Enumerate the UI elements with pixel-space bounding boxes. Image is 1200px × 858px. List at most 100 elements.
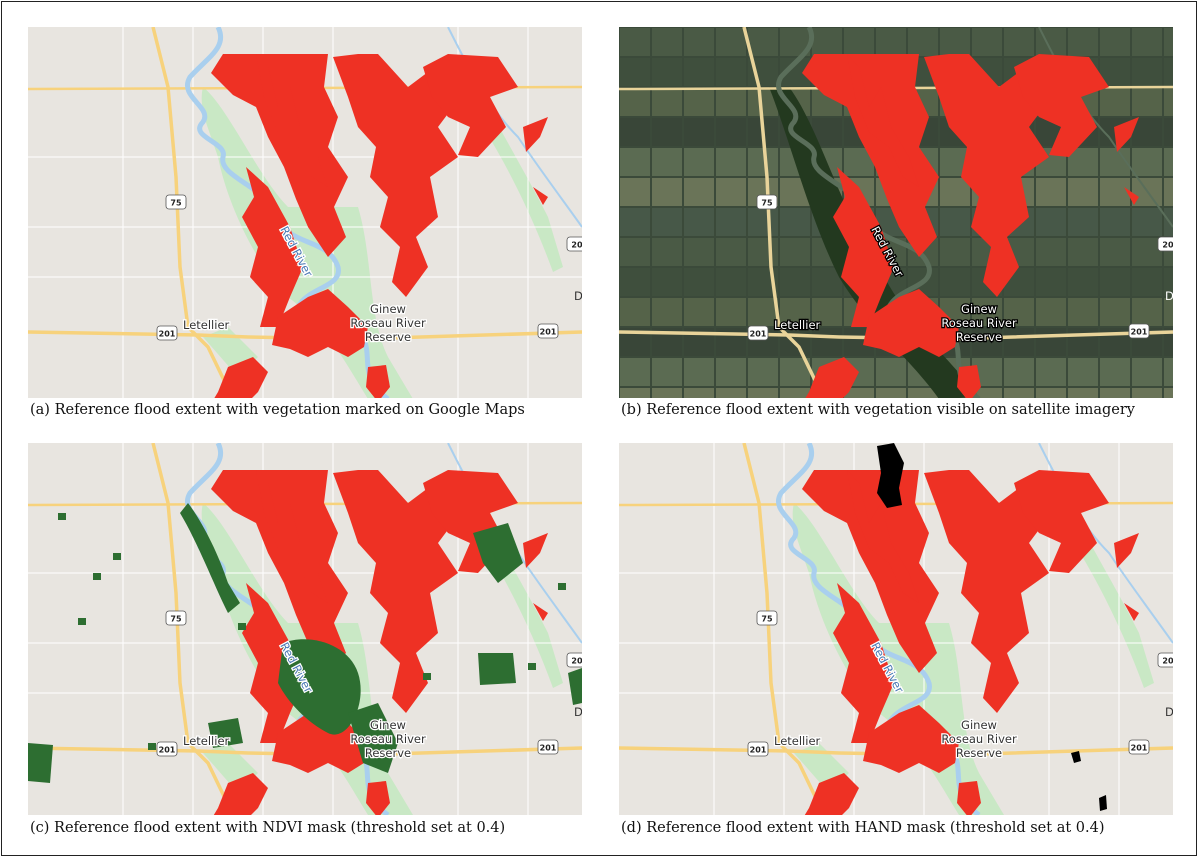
field-patch: [620, 88, 650, 116]
field-patch: [1164, 118, 1173, 146]
field-patch: [620, 208, 650, 236]
field-patch: [716, 238, 746, 266]
field-patch: [780, 268, 810, 296]
field-patch: [1164, 58, 1173, 86]
highway-201-shield-east: 201: [1128, 739, 1150, 755]
place-label-reserve: Reserve: [956, 330, 1002, 344]
map-google-maps[interactable]: Letellier Ginew Roseau River Reserve Red Riv…: [28, 27, 582, 398]
field-patch: [748, 358, 778, 386]
place-label-letellier: Letellier: [183, 734, 230, 748]
svg-text:201: 201: [540, 744, 557, 753]
highway-75-shield: 75: [756, 194, 778, 210]
field-patch: [876, 358, 906, 386]
field-patch: [972, 28, 1002, 56]
highway-201: [619, 330, 1173, 341]
flood-extent: [256, 54, 328, 187]
svg-text:75: 75: [761, 199, 773, 208]
field-patch: [620, 358, 650, 386]
flood-extent: [833, 167, 894, 327]
field-patch: [620, 148, 650, 176]
field-patch: [1100, 298, 1130, 326]
field-patch: [716, 88, 746, 116]
field-patch: [684, 238, 714, 266]
field-patch: [684, 388, 714, 398]
highway-201-shield-east: 201: [537, 323, 559, 339]
field-patch: [780, 208, 810, 236]
field-patch: [1164, 298, 1173, 326]
field-patch: [684, 178, 714, 206]
svg-text:201: 201: [159, 330, 176, 339]
svg-text:75: 75: [170, 615, 182, 624]
ndvi-mask: [78, 618, 86, 625]
field-patch: [620, 238, 650, 266]
field-patch: [812, 28, 842, 56]
field-patch: [716, 28, 746, 56]
field-patch: [1132, 358, 1162, 386]
ndvi-mask: [93, 573, 101, 580]
svg-text:201: 201: [1131, 328, 1148, 337]
flood-extent: [211, 470, 348, 673]
place-label-roseau-river: Roseau River: [941, 732, 1017, 746]
highway-75: [742, 443, 826, 815]
ndvi-mask: [423, 673, 431, 680]
field-patch: [972, 298, 1002, 326]
field-patch: [1068, 208, 1098, 236]
map-ndvi-mask[interactable]: Letellier Ginew Roseau River Reserve Red Riv…: [28, 443, 582, 815]
field-patch: [1164, 178, 1173, 206]
field-patch: [940, 178, 970, 206]
highway-201: [28, 746, 582, 757]
highway-20-shield: 20: [1157, 236, 1173, 252]
field-patch: [1100, 268, 1130, 296]
highway-75: [742, 27, 826, 398]
edge-label: D: [574, 705, 582, 719]
svg-text:201: 201: [1131, 744, 1148, 753]
map-satellite[interactable]: Letellier Ginew Roseau River Reserve Red Riv…: [619, 27, 1173, 398]
field-patch: [1164, 388, 1173, 398]
field-patch: [652, 178, 682, 206]
field-patch: [1036, 238, 1066, 266]
field-patch: [684, 118, 714, 146]
field-patch: [1132, 88, 1162, 116]
field-patch: [940, 28, 970, 56]
flood-extent: [523, 117, 548, 152]
field-patch: [620, 298, 650, 326]
highway-201-shield-west: 201: [747, 741, 769, 757]
field-patch: [876, 388, 906, 398]
highway-201: [28, 330, 582, 341]
map-hand-mask[interactable]: Letellier Ginew Roseau River Reserve Red Riv…: [619, 443, 1173, 815]
field-patch: [1036, 208, 1066, 236]
place-label-roseau-river: Roseau River: [350, 316, 426, 330]
riparian-forest: [769, 87, 979, 398]
field-patch: [652, 358, 682, 386]
highway-201-shield-west: 201: [156, 325, 178, 341]
flood-extent: [1014, 54, 1109, 157]
flood-extent: [1124, 603, 1139, 621]
svg-text:20: 20: [571, 657, 582, 666]
place-label-letellier: Letellier: [183, 318, 230, 332]
field-patch: [1164, 148, 1173, 176]
ndvi-mask: [568, 668, 582, 705]
field-patch: [1036, 178, 1066, 206]
field-patch: [1132, 238, 1162, 266]
ndvi-mask: [113, 553, 121, 560]
field-patch: [652, 118, 682, 146]
ndvi-mask: [478, 653, 516, 685]
flood-extent: [802, 54, 939, 257]
flood-extent: [272, 289, 368, 357]
svg-text:75: 75: [170, 199, 182, 208]
field-patch: [684, 268, 714, 296]
ndvi-mask: [528, 663, 536, 670]
flood-extent: [213, 773, 268, 815]
flood-extent: [1014, 470, 1109, 573]
highway-201-shield-east: 201: [1128, 323, 1150, 339]
edge-label: D: [1165, 289, 1173, 303]
highway-75-shield: 75: [165, 194, 187, 210]
ndvi-mask: [208, 718, 243, 748]
flood-extent: [847, 54, 919, 187]
field-patch: [1100, 238, 1130, 266]
field-patch: [684, 58, 714, 86]
place-label-ginew: Ginew: [370, 718, 406, 732]
field-patch: [1068, 238, 1098, 266]
field-patch: [1100, 28, 1130, 56]
